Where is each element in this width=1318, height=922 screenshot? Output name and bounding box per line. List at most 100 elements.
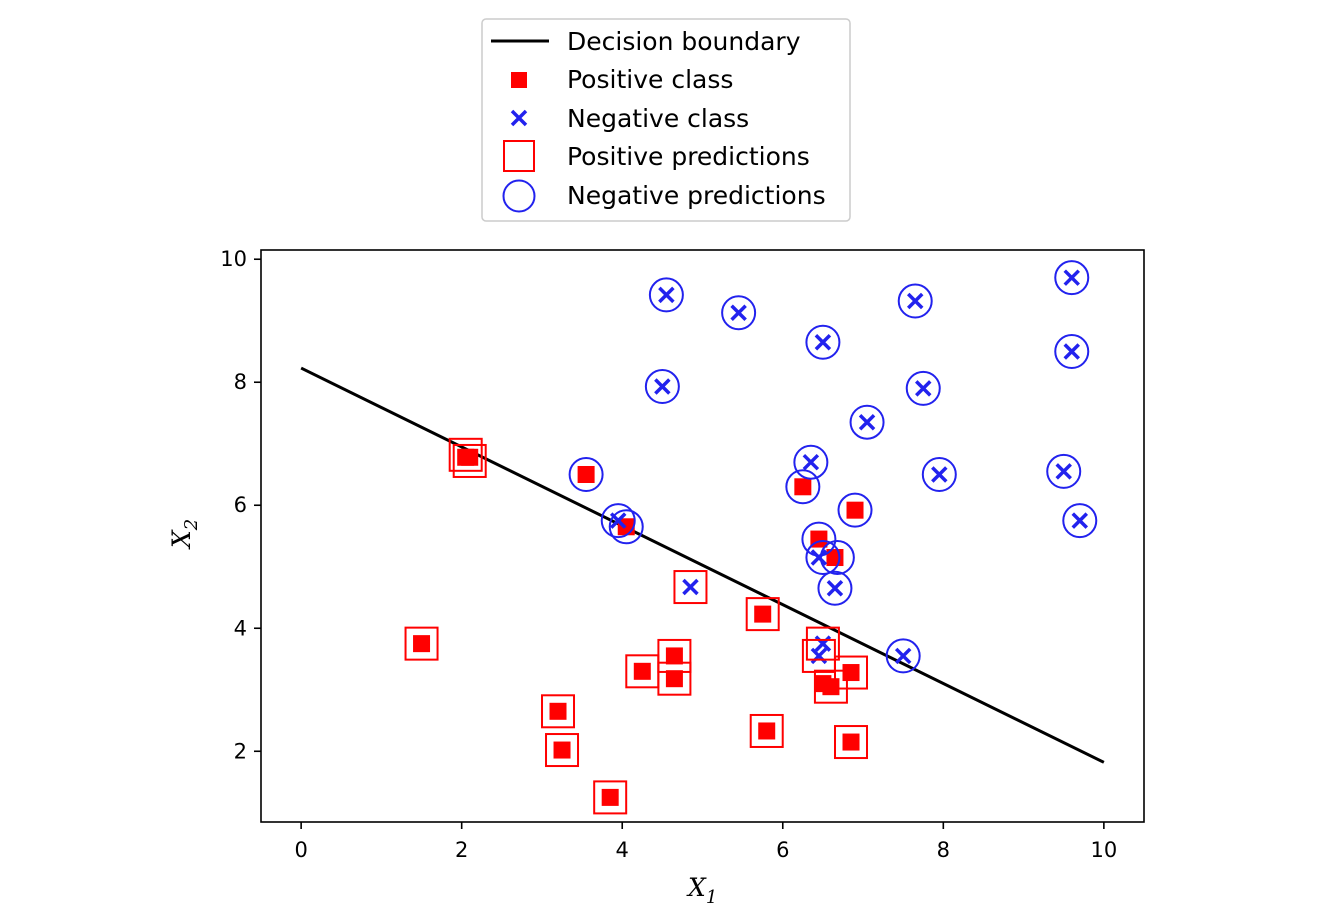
negative-class-point — [730, 304, 747, 321]
positive-class-point — [665, 670, 683, 688]
x-tick-label: 8 — [937, 838, 950, 862]
negative-prediction-marker — [721, 295, 757, 331]
negative-class-point — [810, 549, 828, 566]
negative-class-point — [682, 578, 699, 596]
y-axis-label: X2 — [167, 519, 202, 550]
negative-prediction-marker — [1046, 453, 1082, 489]
legend-entry-negative-predictions: Negative predictions — [502, 179, 826, 213]
legend-label-negative-predictions: Negative predictions — [567, 181, 826, 210]
negative-class-point — [858, 413, 876, 431]
positive-prediction-marker — [404, 626, 439, 661]
legend-entry-positive-predictions: Positive predictions — [503, 140, 810, 172]
negative-prediction-marker — [785, 469, 821, 505]
positive-class-point — [846, 501, 864, 519]
positive-prediction-marker — [657, 661, 692, 696]
negative-prediction-marker — [648, 277, 684, 313]
legend: Decision boundary Positive class Negativ… — [481, 18, 851, 222]
negative-prediction-marker — [801, 521, 837, 557]
positive-class-point — [553, 741, 571, 759]
negative-prediction-marker — [1054, 333, 1090, 369]
decision-boundary-layer — [300, 366, 1105, 764]
negative-prediction-marker — [897, 283, 933, 319]
negative-prediction-marker — [608, 509, 644, 545]
legend-filled-square-swatch — [511, 72, 527, 88]
negative-class-point — [802, 453, 820, 471]
y-tick-label: 8 — [234, 370, 247, 394]
legend-label-positive-predictions: Positive predictions — [567, 142, 810, 171]
negative-class-point — [894, 647, 912, 665]
positive-class-point — [754, 605, 772, 623]
negative-prediction-marker — [921, 456, 957, 492]
legend-label-boundary: Decision boundary — [567, 27, 801, 56]
negative-prediction-marker — [1054, 260, 1090, 296]
negative-prediction-marker — [1062, 503, 1098, 539]
positive-prediction-marker — [541, 694, 576, 729]
negative-prediction-marker — [819, 540, 855, 576]
positive-class-point — [413, 635, 431, 653]
negative-prediction-marker — [905, 370, 941, 406]
negative-prediction-marker — [805, 540, 841, 576]
points-layer — [404, 260, 1098, 815]
positive-class-point — [577, 465, 595, 483]
positive-class-point — [794, 478, 812, 496]
negative-class-point — [1063, 343, 1080, 360]
y-axis: 2 4 6 8 10 — [220, 247, 261, 763]
negative-prediction-marker — [849, 404, 885, 440]
x-tick-label: 2 — [455, 838, 468, 862]
positive-prediction-marker — [834, 655, 869, 690]
legend-open-circle-swatch — [502, 179, 536, 213]
positive-prediction-marker — [745, 597, 780, 632]
plot-frame — [260, 249, 1145, 823]
positive-prediction-marker — [834, 725, 869, 760]
negative-prediction-marker — [644, 369, 680, 405]
legend-label-positive-class: Positive class — [567, 65, 733, 94]
negative-class-point — [906, 292, 924, 310]
negative-class-point — [826, 580, 844, 597]
legend-x-swatch — [510, 109, 528, 127]
negative-prediction-marker — [817, 570, 853, 606]
x-axis-label: X1 — [686, 873, 717, 908]
positive-prediction-marker — [448, 437, 483, 472]
legend-entry-negative-class: Negative class — [510, 104, 749, 133]
positive-class-point — [665, 647, 683, 665]
negative-class-point — [810, 647, 828, 665]
y-tick-label: 4 — [234, 616, 247, 640]
positive-prediction-marker — [657, 638, 692, 673]
y-tick-label: 10 — [220, 247, 247, 271]
positive-prediction-marker — [673, 570, 708, 605]
negative-prediction-marker — [837, 492, 873, 528]
legend-label-negative-class: Negative class — [567, 104, 749, 133]
legend-open-square-swatch — [503, 140, 535, 172]
positive-class-point — [842, 733, 860, 751]
negative-class-point — [1071, 512, 1089, 529]
negative-class-point — [654, 378, 671, 395]
positive-class-point — [461, 448, 479, 466]
negative-class-point — [814, 635, 832, 652]
positive-class-point — [822, 678, 840, 696]
x-tick-label: 10 — [1090, 838, 1117, 862]
decision-boundary-line — [300, 366, 1105, 764]
negative-prediction-marker — [600, 503, 636, 539]
positive-class-point — [601, 788, 619, 806]
positive-class-point — [842, 664, 860, 682]
x-axis: 0 2 4 6 8 10 — [294, 822, 1117, 862]
negative-class-point — [658, 286, 675, 304]
x-tick-label: 4 — [616, 838, 629, 862]
x-tick-label: 0 — [294, 838, 307, 862]
positive-prediction-marker — [749, 713, 784, 748]
positive-prediction-marker — [545, 733, 580, 768]
positive-prediction-marker — [452, 443, 487, 478]
legend-entry-positive-class: Positive class — [511, 65, 733, 94]
positive-prediction-marker — [805, 626, 840, 661]
x-tick-label: 6 — [776, 838, 789, 862]
positive-class-point — [758, 722, 776, 740]
legend-entry-boundary: Decision boundary — [491, 27, 801, 56]
negative-prediction-marker — [805, 324, 841, 360]
positive-prediction-marker — [593, 780, 628, 815]
y-tick-label: 6 — [234, 493, 247, 517]
legend-box — [481, 18, 851, 222]
negative-class-point — [931, 466, 948, 483]
positive-prediction-marker — [813, 669, 848, 704]
positive-class-point — [633, 662, 651, 680]
